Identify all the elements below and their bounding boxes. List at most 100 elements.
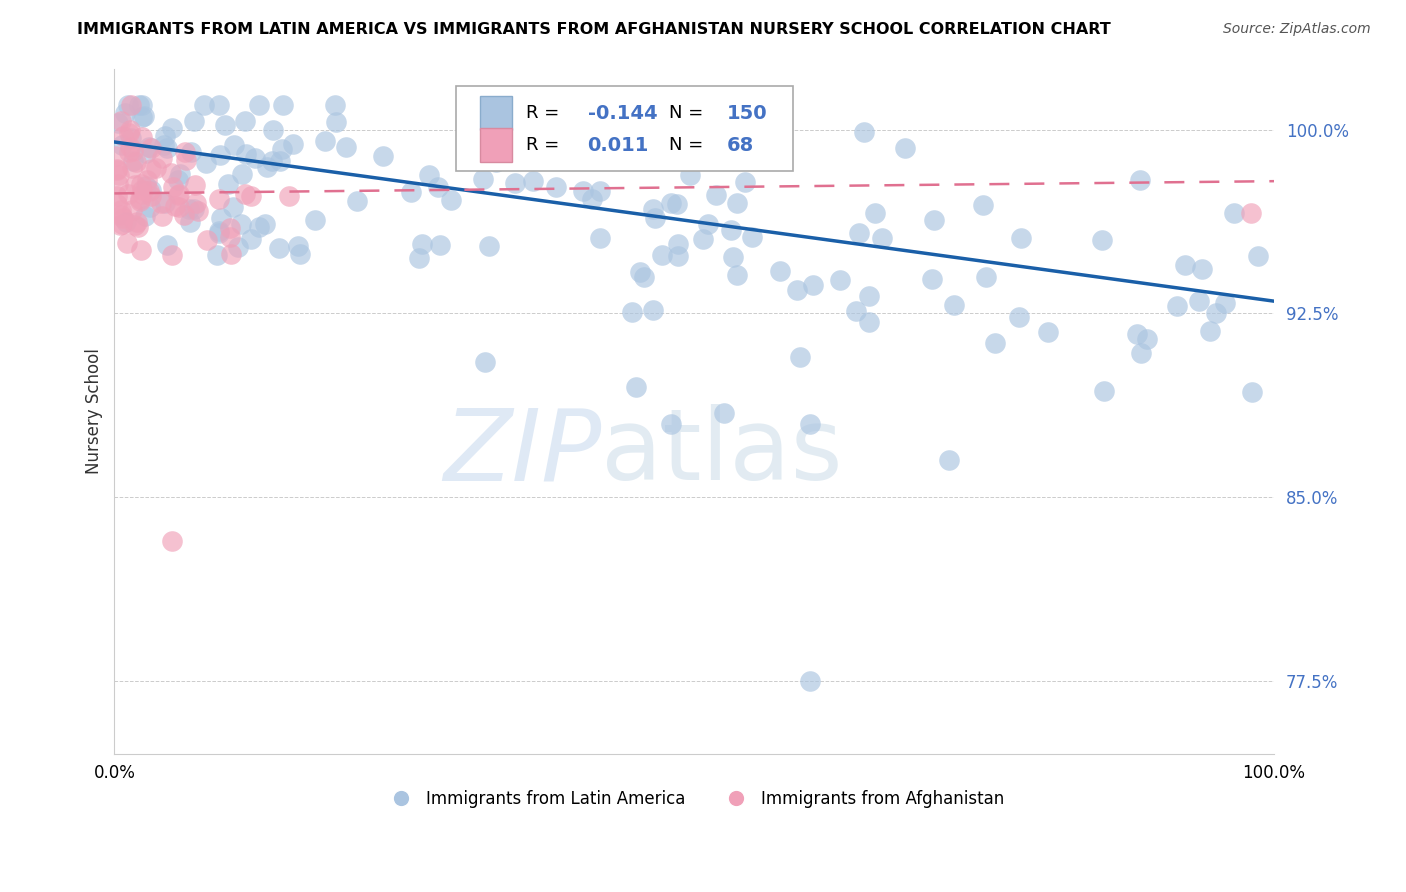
Point (108, 219, 131, 233)
Point (503, 176, 526, 190)
Point (477, 239, 499, 253)
Point (233, 187, 256, 202)
Point (121, 203, 143, 218)
Point (149, 196, 172, 211)
Point (110, 203, 132, 218)
Legend: Immigrants from Latin America, Immigrants from Afghanistan: Immigrants from Latin America, Immigrant… (378, 783, 1011, 814)
Point (208, 226, 231, 240)
Point (110, 208, 132, 222)
Point (156, 141, 179, 155)
Point (160, 121, 183, 136)
Point (643, 202, 665, 216)
Point (167, 173, 190, 187)
Point (1188, 293, 1211, 308)
Point (121, 144, 143, 158)
Point (179, 202, 201, 216)
Point (226, 240, 249, 254)
Point (852, 125, 875, 139)
Point (666, 196, 689, 211)
Point (1241, 385, 1264, 400)
Point (105, 161, 128, 176)
Point (1174, 258, 1197, 272)
Point (214, 118, 236, 132)
Point (373, 149, 395, 163)
Point (243, 151, 266, 165)
Point (153, 128, 176, 143)
Point (505, 98, 527, 112)
Point (626, 380, 648, 394)
Point (721, 250, 744, 264)
Point (262, 123, 284, 137)
Point (235, 147, 257, 161)
Point (281, 136, 304, 151)
Point (138, 184, 160, 198)
Point (725, 195, 748, 210)
Point (120, 98, 142, 112)
Point (118, 122, 141, 136)
Point (169, 167, 191, 181)
Point (799, 673, 821, 688)
Point (848, 226, 870, 240)
Point (162, 180, 184, 194)
Point (921, 272, 943, 286)
Point (107, 116, 129, 130)
Point (620, 305, 643, 319)
Point (107, 189, 129, 203)
Point (799, 417, 821, 431)
Point (1091, 233, 1114, 247)
Point (132, 109, 155, 123)
Point (1129, 172, 1152, 186)
Point (231, 167, 253, 181)
Point (239, 188, 262, 202)
Point (207, 225, 229, 239)
Point (572, 185, 595, 199)
Point (107, 177, 129, 191)
Point (138, 140, 160, 154)
Point (786, 283, 808, 297)
Point (209, 211, 232, 226)
Point (139, 189, 162, 203)
Point (163, 199, 186, 213)
Point (485, 155, 508, 169)
Point (801, 278, 824, 293)
Point (427, 180, 450, 194)
Point (167, 187, 190, 202)
Point (207, 248, 229, 262)
Point (125, 215, 148, 229)
Point (114, 215, 136, 229)
Point (124, 218, 146, 232)
Point (335, 140, 357, 154)
Point (725, 268, 748, 283)
Point (1092, 384, 1115, 398)
Point (278, 189, 301, 203)
Point (1036, 326, 1059, 340)
Point (117, 126, 139, 140)
Point (589, 231, 612, 245)
Point (522, 174, 544, 188)
Point (135, 146, 157, 161)
Point (105, 196, 128, 211)
Point (496, 149, 519, 163)
FancyBboxPatch shape (479, 128, 512, 162)
Point (219, 220, 242, 235)
Point (922, 213, 945, 227)
Point (399, 185, 422, 199)
Point (174, 145, 197, 160)
Text: IMMIGRANTS FROM LATIN AMERICA VS IMMIGRANTS FROM AFGHANISTAN NURSERY SCHOOL CORR: IMMIGRANTS FROM LATIN AMERICA VS IMMIGRA… (77, 22, 1111, 37)
Point (124, 155, 146, 169)
Point (110, 114, 132, 128)
Point (858, 315, 880, 329)
Point (938, 453, 960, 467)
Point (134, 209, 156, 223)
Point (141, 183, 163, 197)
Point (176, 153, 198, 168)
Point (136, 173, 159, 187)
Point (120, 140, 142, 154)
Point (418, 168, 440, 182)
Point (692, 232, 714, 246)
Point (120, 131, 142, 145)
Point (139, 141, 162, 155)
Point (194, 156, 217, 170)
Point (408, 251, 430, 265)
Point (304, 213, 326, 227)
